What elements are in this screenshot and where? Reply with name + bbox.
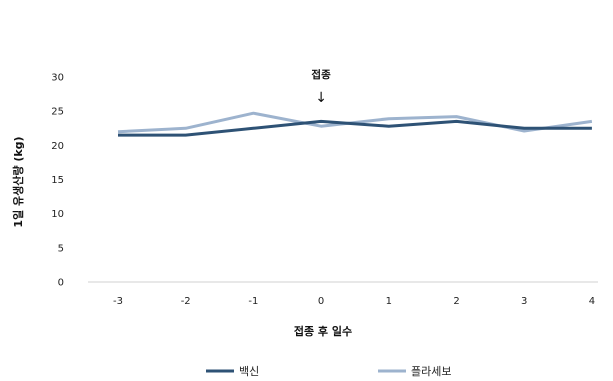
x-tick-label: -3 xyxy=(113,296,123,307)
y-tick-label: 10 xyxy=(51,209,64,220)
y-tick-label: 30 xyxy=(51,73,64,84)
x-tick-label: 4 xyxy=(589,296,595,307)
x-tick-label: -2 xyxy=(181,296,191,307)
y-tick-label: 25 xyxy=(51,107,64,118)
x-tick-label: 0 xyxy=(318,296,324,307)
y-axis-title: 1일 유생산량 (kg) xyxy=(11,136,25,227)
x-tick-label: 1 xyxy=(386,296,392,307)
legend-label-placebo: 플라세보 xyxy=(411,365,451,378)
y-tick-label: 0 xyxy=(58,278,64,289)
y-tick-label: 20 xyxy=(51,141,64,152)
x-tick-label: 2 xyxy=(453,296,459,307)
x-tick-label: 3 xyxy=(521,296,527,307)
legend: 백신 플라세보 xyxy=(206,365,451,378)
series-lines xyxy=(117,111,593,137)
annotation-label: 접종 xyxy=(311,69,331,81)
y-tick-label: 5 xyxy=(58,243,64,254)
x-axis-ticks: -3 -2 -1 0 1 2 3 4 xyxy=(113,296,595,307)
x-tick-label: -1 xyxy=(248,296,258,307)
series-line-vaccine xyxy=(118,119,592,137)
annotation-arrow-icon: ↓ xyxy=(315,90,327,106)
y-axis-ticks: 0 5 10 15 20 25 30 xyxy=(51,73,64,289)
x-axis-title: 접종 후 일수 xyxy=(294,324,352,338)
y-tick-label: 15 xyxy=(51,175,64,186)
legend-label-vaccine: 백신 xyxy=(239,365,259,378)
